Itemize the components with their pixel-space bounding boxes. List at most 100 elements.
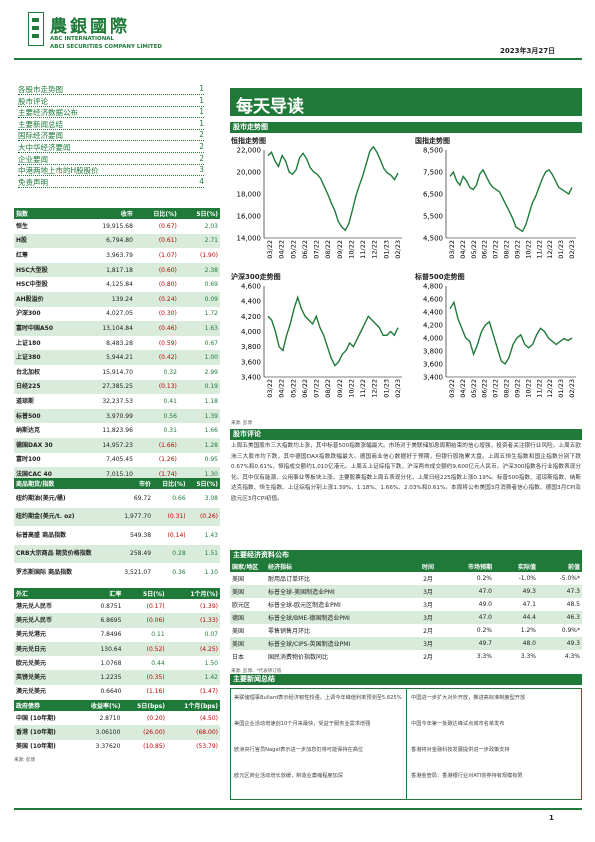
fx-table: 外汇 汇率 5日(%) 1个月(%) 港元兑人民币 0.8751 (0.17) (1.39) 美… xyxy=(14,588,220,699)
chart-source: 来源: 彭博 xyxy=(231,421,252,426)
x-tick-label: 01/23 xyxy=(557,240,565,259)
table-row: 港元兑人民币 0.8751 (0.17) (1.39) xyxy=(14,599,220,613)
news-item[interactable]: 欧元区商业活动增长放缓，制造业萎缩程度加深 xyxy=(234,773,343,779)
row-value: 6.8695 xyxy=(81,613,124,628)
row-change-long: (4.25) xyxy=(166,641,220,657)
row-label: 标普高盛 商品指数 xyxy=(16,531,67,539)
row-change-long: (4.50) xyxy=(199,714,218,722)
table-row: 日本 国民消费物价指数同比 2月 3.3% 3.3% 4.3% xyxy=(230,650,582,663)
column-header: 5日(%) xyxy=(178,208,220,219)
table-row: 美元兑港元 7.8496 0.11 0.07 xyxy=(14,628,220,642)
y-tick-label: 20,000 xyxy=(237,169,262,177)
sp500-chart: 4,800 4,600 4,400 4,200 4,000 3,800 3,600 3,400… xyxy=(423,283,576,398)
news-item[interactable]: 美联储理事Bullard表示经济韧性较强，上调今年峰值利率预测至5.625% xyxy=(234,695,402,701)
table-row: 上证180 8,483.28 (0.59) 0.67 xyxy=(14,336,220,351)
row-change-long: 0.07 xyxy=(204,631,218,639)
table-row: H股 6,794.80 (0.61) 2.71 xyxy=(14,233,220,249)
toc-item[interactable]: 中港两地上市的H股股价 3 xyxy=(18,165,204,177)
row-value: 5,944.21 xyxy=(79,350,135,365)
column-header: 市价 xyxy=(114,478,154,489)
column-header: 5日(%) xyxy=(187,478,220,489)
row-value: 11,823.96 xyxy=(102,427,133,435)
x-tick-label: 02/23 xyxy=(394,379,402,398)
row-change: 0.44 xyxy=(151,659,165,667)
x-tick-label: 07/22 xyxy=(313,240,321,259)
row-change: (0.80) xyxy=(158,281,177,289)
toc-item[interactable]: 国际经济要闻 2 xyxy=(18,130,204,142)
chart-title-hsi: 恒指走势图 xyxy=(231,137,266,145)
column-header: 国家/地区 xyxy=(230,561,266,572)
row-label: H股 xyxy=(14,233,80,249)
toc-page: 2 xyxy=(199,130,204,140)
news-item[interactable]: 中国进一步扩大对外开放，推进高标准制度型开放 xyxy=(411,695,526,701)
table-row: 恒生 19,915.68 (0.67) 2.03 xyxy=(14,219,220,234)
row-change: (0.20) xyxy=(146,714,165,722)
row-change-long: 1.18 xyxy=(204,397,218,405)
row-label: 纽约期油(美元/桶) xyxy=(16,494,66,502)
series-line xyxy=(449,300,573,366)
row-change-long: 1.72 xyxy=(204,310,218,318)
table-row: 美元兑人民币 6.8695 (0.06) (1.33) xyxy=(14,613,220,628)
page-number: 1 xyxy=(549,814,554,822)
news-item[interactable]: 欧洲央行官员Nagel表示进一步加息仍将可能保持在高位 xyxy=(234,747,364,753)
row-change: 0.56 xyxy=(134,408,179,424)
news-item[interactable]: 香港金管局：香港银行业对ATI债券持有规模有限 xyxy=(411,773,523,779)
x-tick-label: 08/22 xyxy=(324,240,332,259)
x-tick-label: 04/22 xyxy=(459,240,467,259)
row-value: 69.72 xyxy=(133,494,152,502)
toc-item[interactable]: 主要新闻总结 1 xyxy=(18,118,204,130)
row-label: 纳斯达克 xyxy=(16,427,41,435)
econ-cell-expected: 47.0 xyxy=(450,585,494,598)
row-change: 0.31 xyxy=(163,427,177,435)
section-commentary: 股市评论 xyxy=(230,429,582,440)
row-change-long: (1.39) xyxy=(199,602,218,610)
column-header: 日比(%) xyxy=(134,208,179,219)
toc-item[interactable]: 股市评论 1 xyxy=(18,95,204,107)
row-label: 红筹 xyxy=(16,251,29,259)
section-news: 主要新闻总结 xyxy=(230,674,582,685)
row-change-long: 0.95 xyxy=(204,456,218,464)
econ-cell-time: 2月 xyxy=(423,576,433,583)
row-label: 台北加权 xyxy=(16,368,41,376)
table-row: 纽约期油(美元/桶) 69.72 0.66 3.08 xyxy=(14,489,220,508)
column-header: 实际值 xyxy=(494,561,538,572)
row-change: 0.66 xyxy=(172,494,186,502)
y-tick-label: 4,200 xyxy=(423,322,443,330)
row-label: 香港 (10年期) xyxy=(14,725,76,740)
news-item[interactable]: 中国今年第一批碳达峰试点城市名单发布 xyxy=(411,721,505,727)
news-item[interactable]: 香港将对金融科技发展提供进一步政策支持 xyxy=(411,747,510,753)
row-change: (0.46) xyxy=(134,321,179,336)
toc-item[interactable]: 企业要闻 2 xyxy=(18,153,204,165)
econ-cell-region: 日本 xyxy=(232,654,245,661)
table-row: 香港 (10年期) 3.06100 (26.00) (68.00) xyxy=(14,725,220,740)
x-tick-label: 07/22 xyxy=(492,240,500,259)
row-value: 2.8710 xyxy=(99,714,121,722)
toc-item[interactable]: 大中华经济要闻 2 xyxy=(18,142,204,153)
row-change: (0.35) xyxy=(123,670,167,685)
x-tick-label: 09/22 xyxy=(513,240,521,259)
x-tick-label: 03/22 xyxy=(266,240,274,259)
econ-cell-actual: 3.3% xyxy=(520,653,536,660)
x-tick-label: 12/22 xyxy=(546,240,554,259)
column-header: 5日(%) xyxy=(123,588,167,599)
table-row: 道琼斯 32,237.53 0.41 1.18 xyxy=(14,394,220,409)
toc-item[interactable]: 各股市走势图 1 xyxy=(18,84,204,95)
x-tick-label: 11/22 xyxy=(535,379,543,398)
row-value: 32,237.53 xyxy=(102,397,133,405)
y-tick-label: 4,800 xyxy=(423,283,443,291)
row-value: 1,817.18 xyxy=(79,262,135,278)
toc-item[interactable]: 免责声明 4 xyxy=(18,176,204,188)
row-change-long: (1.33) xyxy=(166,613,220,628)
row-change: 0.32 xyxy=(163,368,177,376)
econ-cell-time: 3月 xyxy=(406,637,450,650)
y-tick-label: 4,000 xyxy=(423,335,443,343)
row-value: 3.06100 xyxy=(75,725,123,740)
x-tick-label: 08/22 xyxy=(324,379,332,398)
table-header: 国家/地区 经济指标 时间 市场预期 实际值 前值 xyxy=(230,561,582,572)
table-header: 商品期货/指数 市价 日比(%) 5日(%) xyxy=(14,478,220,489)
report-date: 2023年3月27日 xyxy=(500,47,556,55)
news-item[interactable]: 美国企业活动增速创10个月来最快，受益于服务业需求增强 xyxy=(234,721,371,727)
toc-item[interactable]: 主要经济数据公布 1 xyxy=(18,107,204,119)
table-row: 美国 (10年期) 3.37620 (10.85) (53.79) xyxy=(14,740,220,754)
x-tick-label: 01/23 xyxy=(382,379,390,398)
